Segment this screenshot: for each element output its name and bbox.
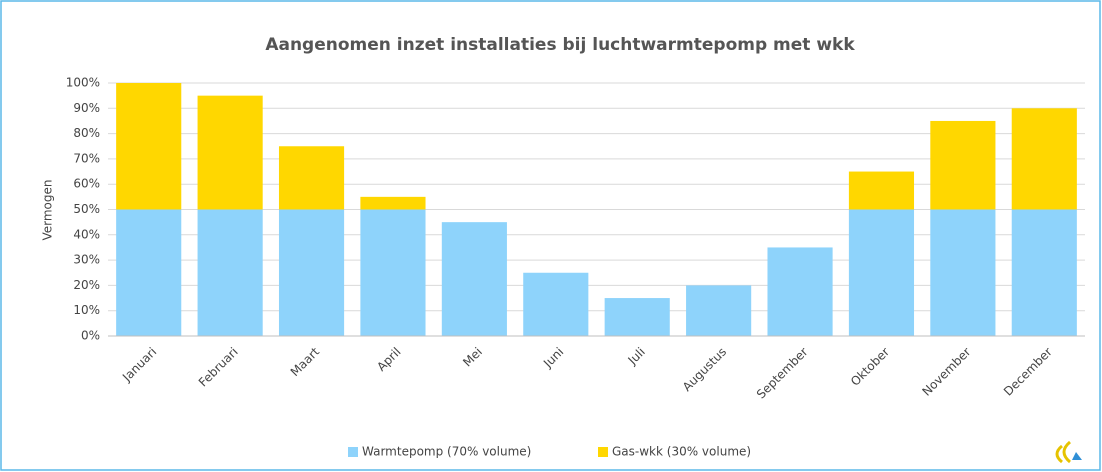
chart-title: Aangenomen inzet installaties bij luchtw… <box>265 35 855 55</box>
bar-segment <box>1011 209 1077 336</box>
y-tick-label: 0% <box>81 329 100 343</box>
bar-segment <box>523 272 589 336</box>
bar-segment <box>1011 108 1077 210</box>
bar-segment <box>441 222 507 336</box>
y-tick-label: 50% <box>73 202 100 216</box>
bar-segment <box>604 298 670 336</box>
bar-segment <box>116 209 182 336</box>
bar-segment <box>360 209 426 336</box>
logo <box>1055 440 1082 464</box>
logo-triangle <box>1072 452 1082 460</box>
bar-segment <box>686 285 752 336</box>
y-axis-label: Vermogen <box>41 179 55 240</box>
y-tick-label: 40% <box>73 227 100 241</box>
y-tick-label: 80% <box>73 126 100 140</box>
logo-arc <box>1055 444 1063 464</box>
bar-segment <box>848 209 915 336</box>
bar-segment <box>197 209 263 336</box>
bar-segment <box>930 120 996 210</box>
logo-arc <box>1062 440 1072 464</box>
y-tick-label: 10% <box>73 303 100 317</box>
bar-segment <box>197 95 263 210</box>
bar-segment <box>848 171 915 210</box>
y-tick-label: 60% <box>73 177 100 191</box>
legend-label: Warmtepomp (70% volume) <box>362 445 531 459</box>
bar-segment <box>930 209 996 336</box>
bar-segment <box>278 146 345 210</box>
bar-segment <box>767 247 833 336</box>
y-tick-label: 30% <box>73 253 100 267</box>
bar-segment <box>116 83 182 210</box>
y-tick-label: 100% <box>66 76 100 90</box>
legend-swatch <box>348 447 358 457</box>
bar-segment <box>278 209 345 336</box>
bar-segment <box>360 196 426 210</box>
y-tick-label: 90% <box>73 101 100 115</box>
legend-label: Gas-wkk (30% volume) <box>612 445 751 459</box>
y-tick-label: 20% <box>73 278 100 292</box>
legend-swatch <box>598 447 608 457</box>
y-tick-label: 70% <box>73 151 100 165</box>
